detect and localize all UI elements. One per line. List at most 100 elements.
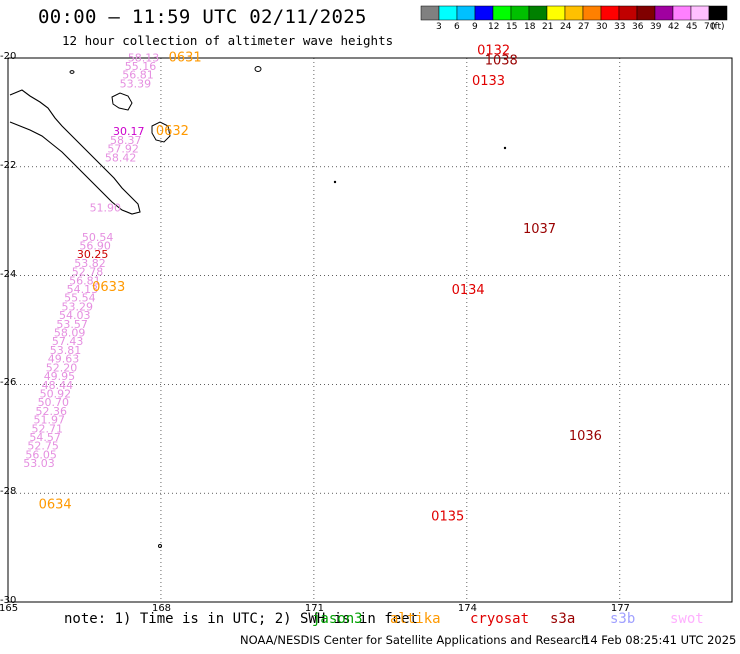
pass-time-label: 0133 xyxy=(472,74,505,89)
swh-value: 58.13 xyxy=(128,51,159,64)
pass-time-label: 0631 xyxy=(169,50,202,65)
swh-value: 53.81 xyxy=(50,344,82,357)
lat-tick-label: -28 xyxy=(0,486,17,498)
colorbar-swatch xyxy=(672,5,692,21)
colorbar-label: 33 xyxy=(614,22,626,32)
swh-value: 51.90 xyxy=(90,201,122,214)
colorbar-label: 9 xyxy=(472,22,478,32)
island-outline xyxy=(151,121,171,143)
legend-item-s3a: s3a xyxy=(550,611,576,627)
island-dot xyxy=(503,146,507,150)
colorbar-swatch xyxy=(690,5,710,21)
colorbar-swatch xyxy=(654,5,674,21)
colorbar-swatch xyxy=(708,5,728,21)
colorbar-label: 42 xyxy=(668,22,680,32)
swh-value: 56.90 xyxy=(79,239,111,252)
colorbar-swatch xyxy=(600,5,620,21)
swh-value: 56.81 xyxy=(122,69,154,82)
colorbar-label: 39 xyxy=(650,22,662,32)
colorbar-label: 36 xyxy=(632,22,644,32)
map-subtitle: 12 hour collection of altimeter wave hei… xyxy=(62,33,394,48)
colorbar-label: 6 xyxy=(454,22,460,32)
swh-value: 58.37 xyxy=(110,134,142,147)
colorbar-unit: (ft) xyxy=(711,22,725,32)
colorbar-label: 21 xyxy=(542,22,554,32)
swh-value: 30.25 xyxy=(77,248,109,261)
colorbar-swatch xyxy=(510,5,530,21)
colorbar-swatch xyxy=(618,5,638,21)
swh-value: 57.43 xyxy=(52,335,83,348)
swh-value: 54.13 xyxy=(67,283,99,296)
colorbar-swatch xyxy=(492,5,512,21)
legend-item-swot: swot xyxy=(670,611,704,627)
swh-value: 52.75 xyxy=(27,440,59,453)
legend-item-s3b: s3b xyxy=(610,611,636,627)
colorbar-swatch xyxy=(420,5,440,21)
swh-value: 50.70 xyxy=(38,396,70,409)
swh-value: 52.78 xyxy=(72,266,104,279)
island-dot xyxy=(158,544,162,548)
swh-value: 52.36 xyxy=(36,405,68,418)
lat-tick-label: -24 xyxy=(0,268,17,280)
swh-value: 53.82 xyxy=(74,257,106,270)
lon-tick-label: 168 xyxy=(151,603,172,614)
legend-item-altika: altika xyxy=(390,611,441,627)
colorbar-label: 70 xyxy=(704,22,716,32)
swh-value: 53.39 xyxy=(120,77,151,90)
generation-timestamp: 14 Feb 08:25:41 UTC 2025 xyxy=(583,633,737,647)
colorbar-label: 3 xyxy=(436,22,442,32)
lat-tick-label: -26 xyxy=(0,377,17,389)
lat-tick-label: -20 xyxy=(0,51,17,62)
colorbar-swatch xyxy=(438,5,458,21)
swh-value: 53.57 xyxy=(56,318,87,331)
swh-value: 51.97 xyxy=(33,414,65,427)
swh-value: 54.57 xyxy=(29,431,61,444)
swh-value: 50.54 xyxy=(82,231,114,244)
coastline xyxy=(9,89,141,215)
legend-item-cryosat: cryosat xyxy=(470,611,530,627)
lon-tick-label: 174 xyxy=(457,603,477,614)
lon-tick-label: 171 xyxy=(304,603,324,614)
pass-time-label: 0134 xyxy=(452,283,485,298)
map-title: 00:00 – 11:59 UTC 02/11/2025 xyxy=(38,6,367,28)
island-outline xyxy=(254,66,262,72)
swh-value: 50.92 xyxy=(40,387,72,400)
island-dot xyxy=(333,180,337,184)
footnote: note: 1) Time is in UTC; 2) SWH is in fe… xyxy=(64,611,419,627)
swh-value: 56.81 xyxy=(69,274,101,287)
swh-value: 55.16 xyxy=(125,60,157,73)
lat-tick-label: -22 xyxy=(0,159,17,171)
colorbar-label: 15 xyxy=(506,22,518,32)
swh-value: 30.17 xyxy=(113,125,144,138)
swh-value: 54.03 xyxy=(59,309,91,322)
lat-tick-label: -30 xyxy=(0,595,17,606)
swh-value: 57.92 xyxy=(107,143,139,156)
colorbar-label: 27 xyxy=(578,22,590,32)
lon-tick-label: 177 xyxy=(610,603,630,614)
colorbar-label: 18 xyxy=(524,22,536,32)
colorbar-swatch xyxy=(636,5,656,21)
legend-item-jason3: jason3 xyxy=(312,611,363,627)
swh-value: 58.42 xyxy=(105,151,136,164)
colorbar-label: 30 xyxy=(596,22,608,32)
pass-time-label: 0633 xyxy=(92,280,125,295)
pass-time-label: 0132 xyxy=(477,44,510,59)
swh-value: 52.20 xyxy=(46,361,78,374)
swh-value: 56.05 xyxy=(25,448,57,461)
colorbar-swatch xyxy=(456,5,476,21)
pass-time-label: 1036 xyxy=(569,429,602,444)
island-outline xyxy=(69,70,75,74)
map-frame xyxy=(7,57,733,603)
colorbar-label: 12 xyxy=(488,22,500,32)
colorbar-swatch xyxy=(546,5,566,21)
swh-value: 53.29 xyxy=(62,300,94,313)
island-outline xyxy=(111,92,133,111)
swh-value: 52.71 xyxy=(31,422,63,435)
colorbar-swatch xyxy=(582,5,602,21)
colorbar-label: 45 xyxy=(686,22,698,32)
swh-value: 55.54 xyxy=(64,292,96,305)
colorbar-swatch xyxy=(564,5,584,21)
colorbar-swatch xyxy=(528,5,548,21)
